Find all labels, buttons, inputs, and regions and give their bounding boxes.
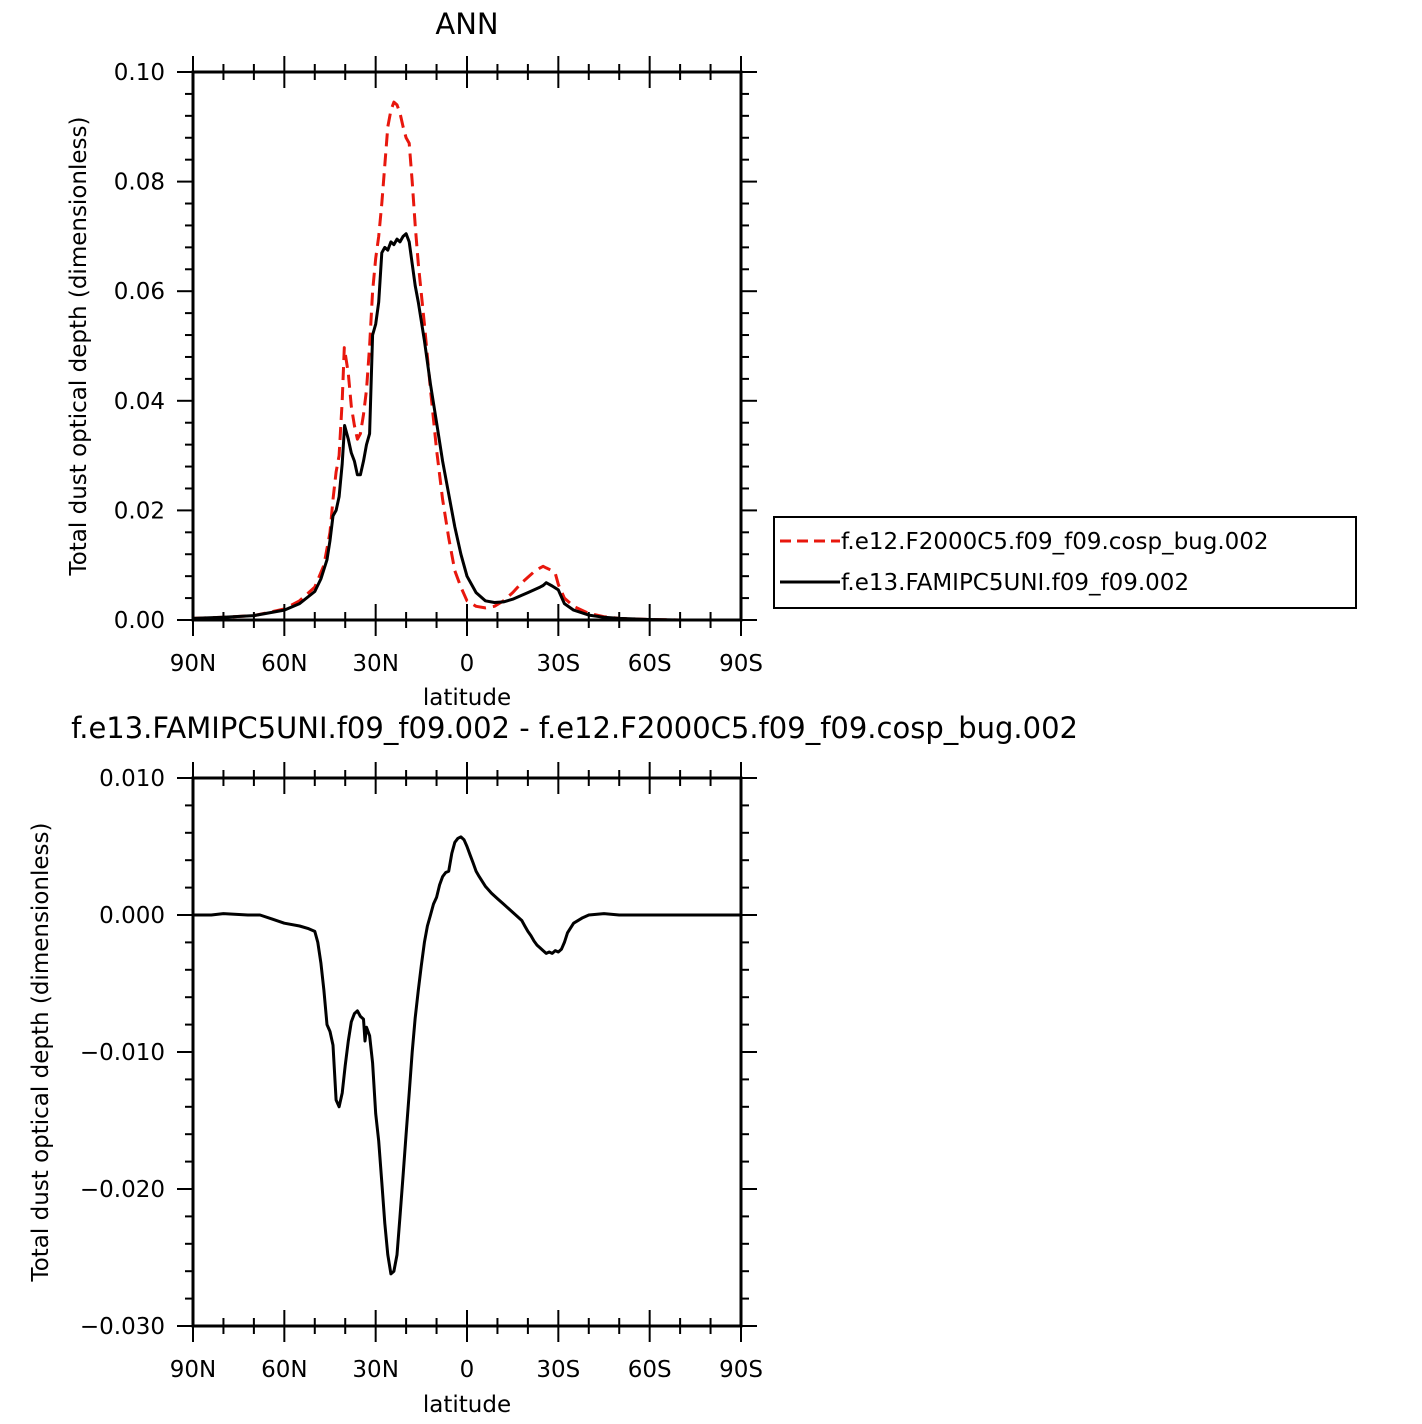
top-y-tick-label: 0.10	[114, 60, 165, 86]
bottom-x-tick-label: 60N	[261, 1357, 307, 1383]
bottom-y-tick-label: −0.020	[80, 1177, 165, 1203]
top-y-tick-label: 0.04	[114, 389, 165, 415]
bottom-x-tick-label: 60S	[628, 1357, 672, 1383]
legend-label-1: f.e12.F2000C5.f09_f09.cosp_bug.002	[841, 529, 1269, 555]
top-x-tick-label: 60S	[628, 651, 672, 677]
bottom-y-tick-label: −0.010	[80, 1040, 165, 1066]
legend: f.e12.F2000C5.f09_f09.cosp_bug.002 f.e13…	[773, 516, 1357, 609]
bottom-y-axis-label: Total dust optical depth (dimensionless)	[28, 823, 54, 1283]
top-x-tick-label: 0	[460, 651, 475, 677]
bottom-y-tick-label: −0.030	[80, 1314, 165, 1340]
top-x-tick-label: 60N	[261, 651, 307, 677]
top-tick-label-group: 90N 60N 30N 0 30S 60S 90S 0.00 0.02 0.04 0.06 0.08 0…	[114, 60, 763, 677]
top-y-tick-label: 0.02	[114, 498, 165, 524]
top-x-tick-label: 30N	[352, 651, 398, 677]
legend-label-2: f.e13.FAMIPC5UNI.f09_f09.002	[841, 570, 1189, 596]
bottom-y-tick-label: 0.010	[99, 766, 165, 792]
top-plot-frame	[191, 70, 743, 622]
bottom-x-tick-label: 90N	[170, 1357, 216, 1383]
top-x-tick-label: 90N	[170, 651, 216, 677]
top-chart-title: ANN	[435, 7, 498, 41]
bottom-plot-frame	[191, 776, 743, 1328]
bottom-x-tick-label: 30N	[352, 1357, 398, 1383]
top-y-tick-label: 0.08	[114, 170, 165, 196]
bottom-series-line-1	[193, 835, 741, 1276]
top-series-line-2	[192, 232, 741, 622]
bottom-y-tick-label: 0.000	[99, 903, 165, 929]
top-series-group	[192, 100, 741, 622]
top-x-axis-label: latitude	[423, 685, 511, 711]
bottom-series-group	[193, 835, 741, 1276]
legend-box	[773, 516, 1357, 609]
bottom-x-tick-label: 30S	[536, 1357, 580, 1383]
top-series-line-1	[192, 100, 741, 622]
bottom-x-tick-label: 90S	[719, 1357, 763, 1383]
top-x-tick-label: 90S	[719, 651, 763, 677]
bottom-tick-label-group: 90N 60N 30N 0 30S 60S 90S −0.030 −0.020 −0.010 0.0…	[80, 766, 763, 1383]
top-y-tick-label: 0.00	[114, 608, 165, 634]
bottom-panel: f.e13.FAMIPC5UNI.f09_f09.002 - f.e12.F20…	[28, 711, 1078, 1418]
bottom-chart-title: f.e13.FAMIPC5UNI.f09_f09.002 - f.e12.F20…	[71, 711, 1078, 745]
bottom-x-tick-label: 0	[460, 1357, 475, 1383]
bottom-x-axis-label: latitude	[423, 1392, 511, 1418]
top-tick-group	[177, 56, 757, 636]
bottom-tick-group	[177, 762, 757, 1342]
top-y-axis-label: Total dust optical depth (dimensionless)	[66, 117, 92, 577]
top-y-tick-label: 0.06	[114, 279, 165, 305]
top-panel: ANN 90N 60N 30N 0 30S 60S 90S 0.00 0.02 0.04 0.06 0…	[66, 7, 763, 711]
top-x-tick-label: 30S	[536, 651, 580, 677]
